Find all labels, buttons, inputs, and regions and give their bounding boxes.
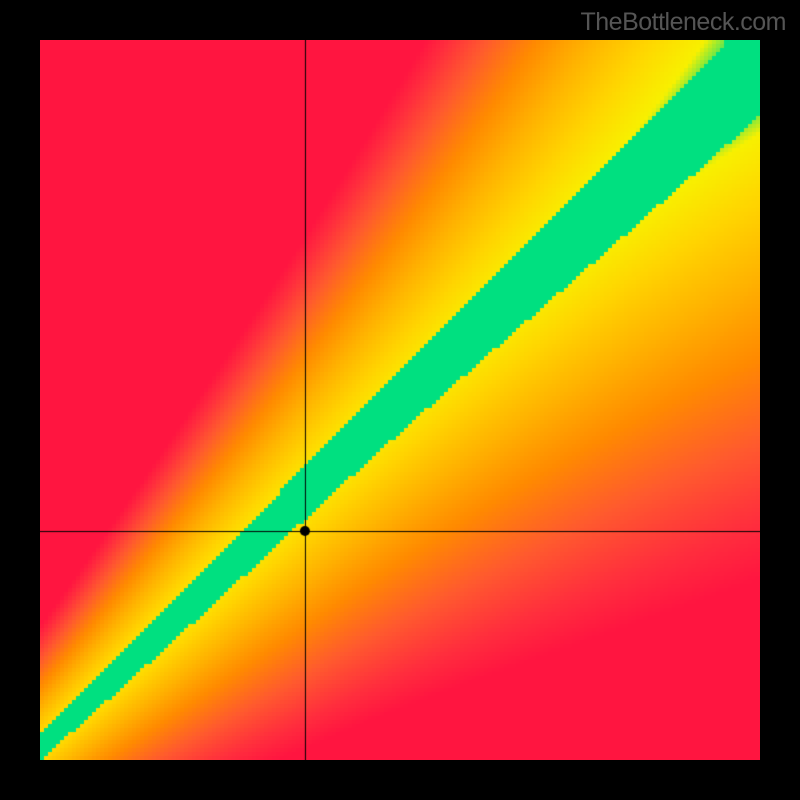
chart-frame: TheBottleneck.com [0,0,800,800]
bottleneck-heatmap [40,40,760,760]
watermark-text: TheBottleneck.com [581,8,787,37]
